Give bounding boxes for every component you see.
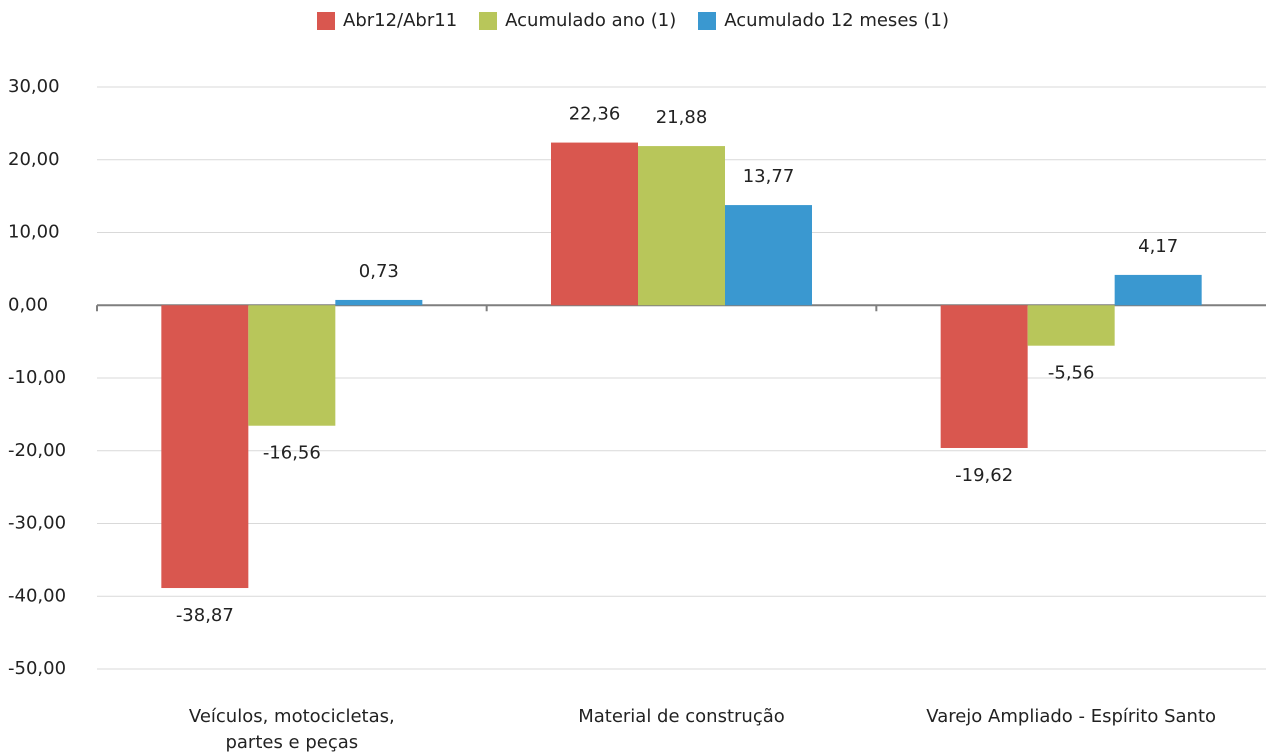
y-tick-label: -50,00 xyxy=(8,658,66,679)
bar xyxy=(248,305,336,426)
y-tick-label: 10,00 xyxy=(8,222,60,243)
bar xyxy=(551,142,638,306)
data-label: -16,56 xyxy=(263,443,321,464)
y-tick-label: -40,00 xyxy=(8,585,66,606)
y-tick-label: 30,00 xyxy=(8,76,60,97)
data-label: 0,73 xyxy=(359,261,399,282)
bar xyxy=(335,299,423,306)
x-tick-label: Veículos, motocicletas, partes e peças xyxy=(188,706,395,753)
data-label: -19,62 xyxy=(955,465,1013,486)
legend-item: Acumulado ano (1) xyxy=(479,10,676,31)
legend-swatch xyxy=(479,11,498,30)
data-label: 4,17 xyxy=(1138,236,1178,257)
legend-label: Acumulado 12 meses (1) xyxy=(724,10,949,31)
y-tick-label: -30,00 xyxy=(8,513,66,534)
x-tick-label: Material de construção xyxy=(578,706,785,727)
legend-item: Acumulado 12 meses (1) xyxy=(698,10,949,31)
bar xyxy=(1027,305,1115,346)
y-tick-label: -20,00 xyxy=(8,440,66,461)
bar xyxy=(638,146,725,306)
data-label: 13,77 xyxy=(743,166,795,187)
data-label: 21,88 xyxy=(656,107,708,128)
legend-label: Abr12/Abr11 xyxy=(343,10,458,31)
data-label: 22,36 xyxy=(569,104,621,125)
bar xyxy=(725,205,812,306)
legend-label: Acumulado ano (1) xyxy=(505,10,677,31)
data-label: -38,87 xyxy=(176,605,234,626)
legend-swatch xyxy=(698,11,717,30)
legend: Abr12/Abr11 Acumulado ano (1) Acumulado 12… xyxy=(0,10,1266,31)
y-tick-label: 20,00 xyxy=(8,149,60,170)
y-tick-label: -10,00 xyxy=(8,367,66,388)
legend-item: Abr12/Abr11 xyxy=(317,10,457,31)
legend-swatch xyxy=(317,11,335,30)
bar xyxy=(940,305,1028,448)
data-label: -5,56 xyxy=(1048,363,1095,384)
bar xyxy=(1114,274,1202,306)
bar xyxy=(161,305,249,589)
y-tick-label: 0,00 xyxy=(8,294,48,315)
x-tick-label: Varejo Ampliado - Espírito Santo xyxy=(926,706,1217,727)
